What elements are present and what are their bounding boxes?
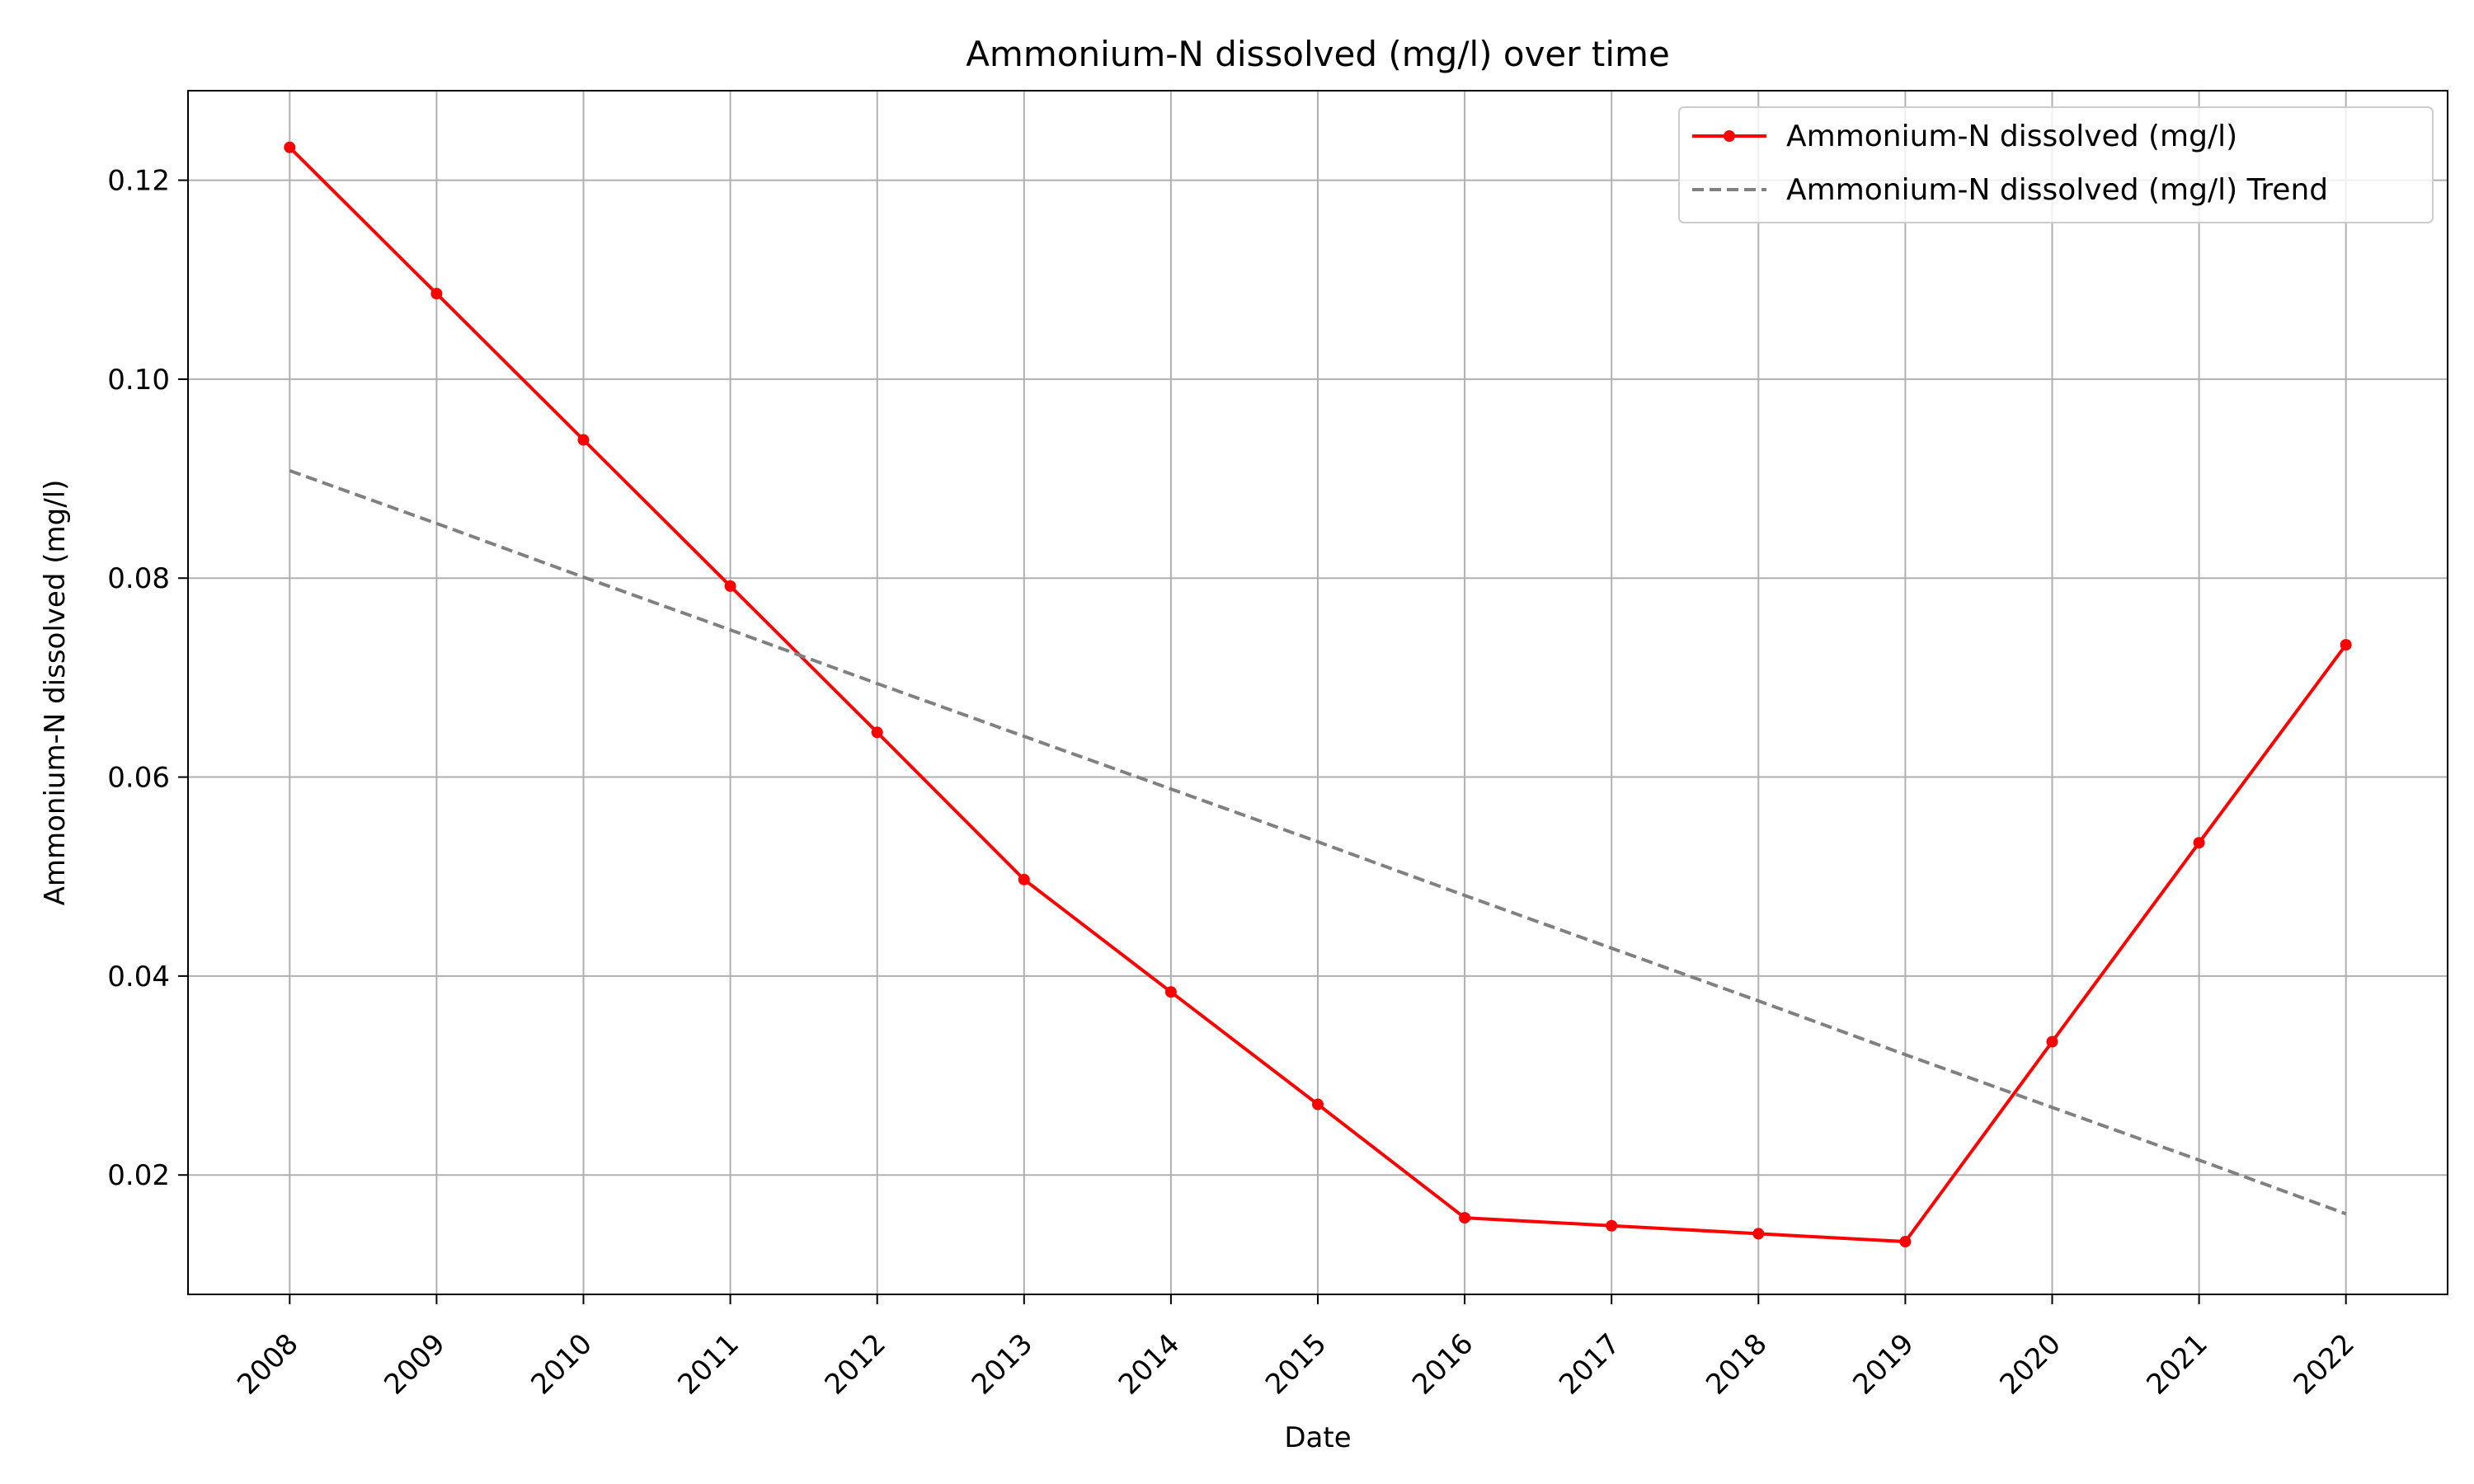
- y-tick-label: 0.06: [107, 762, 170, 795]
- data-point: [430, 288, 443, 300]
- y-tick-label: 0.08: [107, 562, 170, 595]
- grid: [188, 91, 2448, 1294]
- data-point: [577, 434, 590, 446]
- legend-box: [1678, 106, 2434, 223]
- series-layer: [284, 141, 2352, 1248]
- data-point: [1606, 1219, 1618, 1232]
- y-tick-label: 0.12: [107, 165, 170, 198]
- data-point: [1164, 986, 1177, 998]
- data-point: [2340, 639, 2352, 651]
- data-point: [1899, 1236, 1912, 1248]
- x-axis-title: Date: [1284, 1421, 1351, 1454]
- data-point: [1018, 873, 1030, 885]
- data-point: [284, 141, 296, 153]
- legend-label-measured: Ammonium-N dissolved (mg/l): [1786, 120, 2237, 153]
- data-point: [871, 726, 883, 739]
- data-point: [2193, 837, 2205, 849]
- data-point: [1312, 1098, 1324, 1111]
- data-point: [2046, 1036, 2058, 1048]
- y-tick-label: 0.02: [107, 1159, 170, 1192]
- data-point: [1459, 1212, 1471, 1224]
- legend: Ammonium-N dissolved (mg/l) Ammonium-N d…: [1678, 106, 2434, 223]
- y-tick-label: 0.04: [107, 960, 170, 993]
- chart-title: Ammonium-N dissolved (mg/l) over time: [966, 34, 1670, 74]
- data-point: [724, 580, 736, 592]
- y-axis-title: Ammonium-N dissolved (mg/l): [39, 480, 72, 906]
- data-point: [1752, 1228, 1765, 1240]
- legend-marker-measured: [1724, 130, 1735, 142]
- series-line-trend: [289, 469, 2347, 1216]
- y-tick-label: 0.10: [107, 364, 170, 397]
- legend-label-trend: Ammonium-N dissolved (mg/l) Trend: [1786, 173, 2328, 207]
